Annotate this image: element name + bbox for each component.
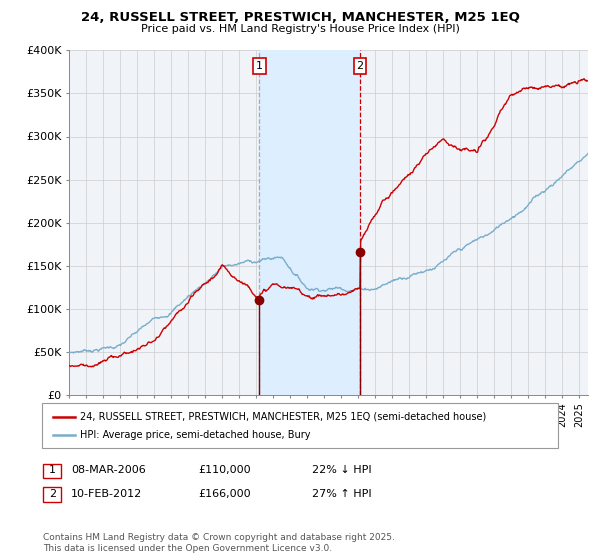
Text: 22% ↓ HPI: 22% ↓ HPI (312, 465, 371, 475)
Text: 1: 1 (256, 60, 263, 71)
Text: 08-MAR-2006: 08-MAR-2006 (71, 465, 146, 475)
Text: 10-FEB-2012: 10-FEB-2012 (71, 489, 142, 499)
Text: 27% ↑ HPI: 27% ↑ HPI (312, 489, 371, 499)
Text: HPI: Average price, semi-detached house, Bury: HPI: Average price, semi-detached house,… (80, 431, 310, 441)
Text: 24, RUSSELL STREET, PRESTWICH, MANCHESTER, M25 1EQ: 24, RUSSELL STREET, PRESTWICH, MANCHESTE… (80, 11, 520, 24)
Text: Contains HM Land Registry data © Crown copyright and database right 2025.
This d: Contains HM Land Registry data © Crown c… (43, 533, 395, 553)
Text: 1: 1 (49, 465, 56, 475)
Bar (259, 50, 360, 395)
Text: £110,000: £110,000 (198, 465, 251, 475)
Text: £166,000: £166,000 (198, 489, 251, 499)
Text: Price paid vs. HM Land Registry's House Price Index (HPI): Price paid vs. HM Land Registry's House … (140, 24, 460, 34)
Text: 2: 2 (49, 489, 56, 499)
Text: 24, RUSSELL STREET, PRESTWICH, MANCHESTER, M25 1EQ (semi-detached house): 24, RUSSELL STREET, PRESTWICH, MANCHESTE… (80, 412, 486, 422)
Text: 2: 2 (356, 60, 364, 71)
